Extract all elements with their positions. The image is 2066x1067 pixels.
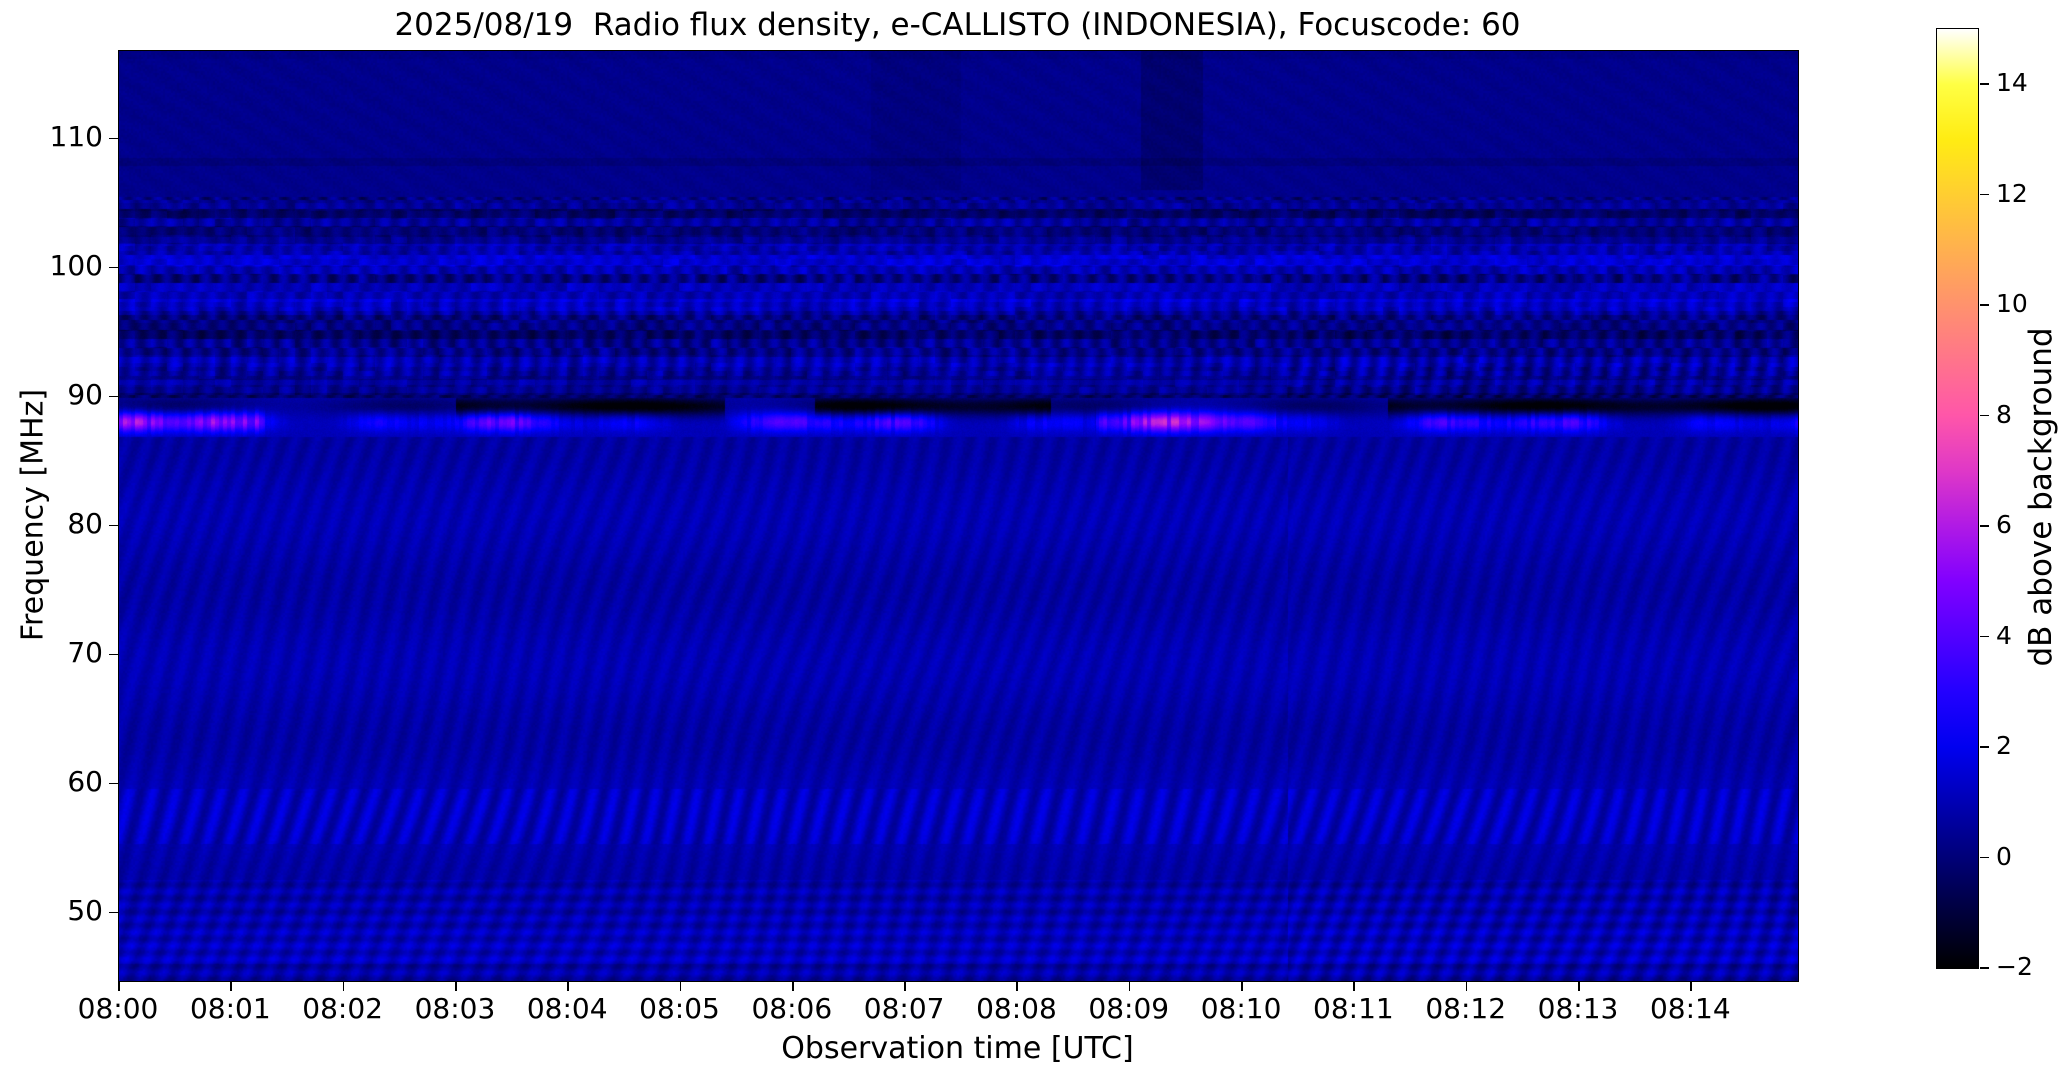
x-tick-mark [1128,981,1131,991]
y-tick-mark [109,266,118,269]
x-tick-label: 08:04 [526,992,608,1025]
colorbar-tick-label: 6 [1996,510,2012,540]
x-tick-mark [1578,981,1580,991]
x-tick-mark [679,981,682,991]
x-tick-mark [230,981,232,991]
colorbar-tick-mark [1979,83,1989,85]
colorbar-tick-mark [1979,746,1989,748]
y-tick-mark [109,653,118,656]
x-tick-label: 08:13 [1537,992,1619,1025]
x-tick-mark [1690,981,1692,991]
x-tick-mark [567,981,569,991]
y-tick-label: 110 [49,119,103,153]
x-tick-mark [342,981,345,991]
x-tick-label: 08:00 [77,992,159,1025]
figure-title: 2025/08/19 Radio flux density, e-CALLIST… [394,7,1521,43]
y-tick-label: 80 [67,506,103,540]
colorbar-label: dB above background [2023,327,2059,667]
colorbar-tick-label: 0 [1996,841,2012,871]
x-tick-label: 08:03 [414,992,496,1025]
x-tick-label: 08:08 [976,992,1057,1025]
x-tick-mark [454,981,457,991]
y-tick-label: 70 [67,635,103,669]
x-tick-label: 08:11 [1313,992,1394,1025]
x-tick-mark [118,981,120,991]
colorbar-tick-label: 8 [1996,399,2012,429]
colorbar-tick-mark [1979,414,1989,417]
x-tick-label: 08:12 [1425,992,1507,1025]
colorbar-tick-label: 14 [1996,68,2028,98]
x-tick-label: 08:02 [302,992,383,1025]
x-tick-label: 08:09 [1088,992,1170,1025]
x-tick-mark [1241,981,1243,991]
colorbar-tick-label: −2 [1996,951,2033,981]
x-tick-mark [1353,981,1356,991]
x-tick-mark [1016,981,1019,991]
x-tick-label: 08:06 [751,992,833,1025]
colorbar-tick-label: 4 [1996,620,2012,650]
colorbar-tick-mark [1979,967,1989,969]
x-tick-label: 08:05 [639,992,720,1025]
y-tick-label: 100 [49,248,103,282]
y-tick-label: 50 [67,893,103,927]
colorbar-tick-mark [1979,193,1989,196]
y-tick-label: 90 [67,377,103,411]
colorbar-tick-mark [1979,635,1989,638]
y-tick-mark [109,524,118,527]
y-tick-mark [109,911,118,914]
y-axis-label: Frequency [MHz] [15,388,51,642]
colorbar-tick-mark [1979,856,1989,859]
y-tick-mark [109,782,118,785]
y-tick-label: 60 [67,764,103,798]
x-tick-mark [904,981,906,991]
y-tick-mark [109,137,118,140]
spectrogram-plot [118,50,1799,982]
x-tick-label: 08:14 [1649,992,1731,1025]
colorbar-tick-mark [1979,525,1989,527]
x-tick-label: 08:01 [189,992,271,1025]
x-tick-mark [791,981,794,991]
x-axis-label: Observation time [UTC] [781,1031,1134,1066]
colorbar-tick-label: 10 [1996,289,2028,319]
x-tick-mark [1465,981,1468,991]
y-tick-mark [109,395,118,398]
x-tick-label: 08:07 [863,992,945,1025]
spectrogram-canvas [119,51,1798,981]
colorbar-tick-mark [1979,304,1989,306]
colorbar-tick-label: 2 [1996,730,2012,760]
x-tick-label: 08:10 [1200,992,1282,1025]
colorbar [1936,28,1979,969]
colorbar-tick-label: 12 [1996,178,2028,208]
